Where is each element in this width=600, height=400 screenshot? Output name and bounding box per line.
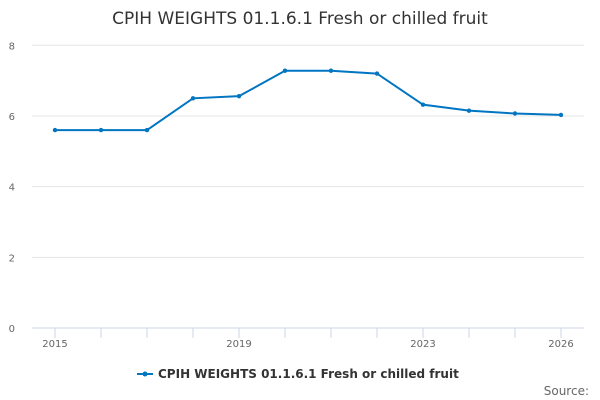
chart-title: CPIH WEIGHTS 01.1.6.1 Fresh or chilled f… [112, 9, 488, 29]
data-point[interactable] [98, 127, 104, 133]
data-point[interactable] [144, 127, 150, 133]
legend-item[interactable]: CPIH WEIGHTS 01.1.6.1 Fresh or chilled f… [137, 367, 459, 381]
data-point[interactable] [328, 68, 334, 73]
data-point[interactable] [190, 96, 196, 101]
y-tick-label: 4 [9, 183, 15, 194]
y-tick-label: 0 [9, 324, 15, 335]
data-point[interactable] [558, 112, 564, 118]
series-line [55, 69, 562, 132]
legend-marker [142, 371, 148, 377]
legend-label: CPIH WEIGHTS 01.1.6.1 Fresh or chilled f… [158, 367, 459, 381]
data-point[interactable] [236, 93, 242, 99]
y-tick-label: 2 [9, 253, 15, 264]
data-point[interactable] [512, 111, 518, 116]
data-point[interactable] [466, 108, 472, 113]
data-point[interactable] [282, 68, 288, 73]
y-tick-label: 8 [9, 41, 15, 52]
x-tick-label: 2015 [42, 339, 67, 350]
x-tick-label: 2023 [410, 339, 435, 350]
data-point[interactable] [374, 71, 380, 76]
x-tick-label: 2026 [548, 339, 573, 350]
x-tick-label: 2019 [226, 339, 251, 350]
data-point[interactable] [420, 102, 426, 107]
y-tick-label: 6 [9, 112, 15, 123]
data-point[interactable] [52, 127, 58, 133]
source-credit[interactable]: Source: [544, 384, 589, 398]
